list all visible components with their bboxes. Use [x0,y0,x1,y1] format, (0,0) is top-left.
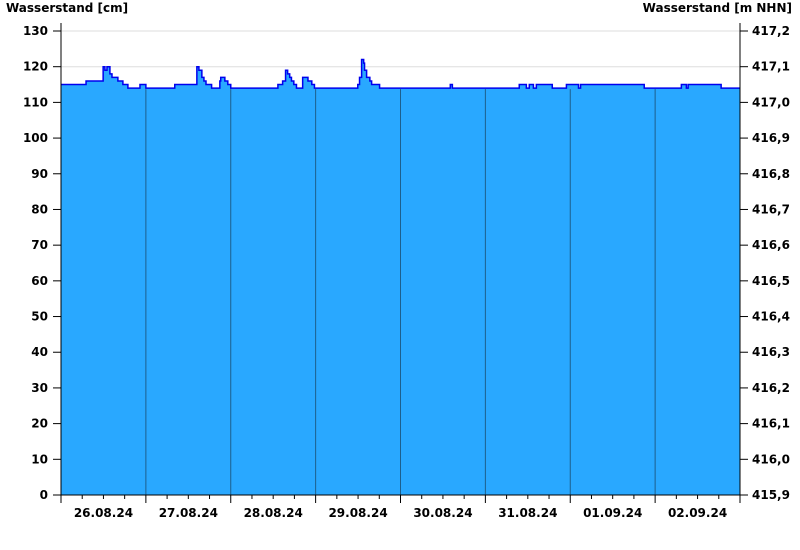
y-tick-label-left: 90 [31,167,48,181]
y-tick-label-left: 100 [23,131,48,145]
y-tick-label-left: 0 [40,488,48,502]
y-tick-label-right: 416,0 [752,452,790,466]
y-tick-label-left: 80 [31,202,48,216]
y-axis-right-label: Wasserstand [m NHN] [642,1,792,15]
y-tick-label-left: 130 [23,24,48,38]
y-tick-label-left: 20 [31,417,48,431]
x-tick-label: 27.08.24 [159,506,218,520]
y-tick-label-right: 417,0 [752,95,790,109]
y-tick-label-right: 416,1 [752,417,790,431]
x-tick-label: 28.08.24 [244,506,303,520]
x-tick-label: 02.09.24 [668,506,727,520]
x-tick-label: 31.08.24 [498,506,557,520]
water-level-line [61,58,740,89]
y-tick-label-right: 416,7 [752,202,790,216]
y-tick-label-left: 30 [31,381,48,395]
y-tick-label-right: 416,8 [752,167,790,181]
y-tick-label-right: 416,4 [752,310,790,324]
y-tick-label-left: 60 [31,274,48,288]
x-tick-label: 26.08.24 [74,506,133,520]
x-tick-label: 30.08.24 [413,506,472,520]
x-tick-label: 01.09.24 [583,506,642,520]
y-tick-label-left: 10 [31,452,48,466]
y-tick-label-right: 416,3 [752,345,790,359]
y-tick-label-left: 120 [23,60,48,74]
y-tick-label-right: 415,9 [752,488,790,502]
y-tick-label-right: 416,2 [752,381,790,395]
y-tick-label-left: 40 [31,345,48,359]
y-tick-label-right: 416,6 [752,238,790,252]
y-tick-label-left: 70 [31,238,48,252]
y-tick-label-right: 416,5 [752,274,790,288]
y-tick-label-left: 50 [31,310,48,324]
y-tick-label-right: 417,1 [752,60,790,74]
y-tick-label-left: 110 [23,95,48,109]
x-tick-label: 29.08.24 [328,506,387,520]
y-axis-left-label: Wasserstand [cm] [6,1,129,15]
y-tick-label-right: 417,2 [752,24,790,38]
y-tick-label-right: 416,9 [752,131,790,145]
